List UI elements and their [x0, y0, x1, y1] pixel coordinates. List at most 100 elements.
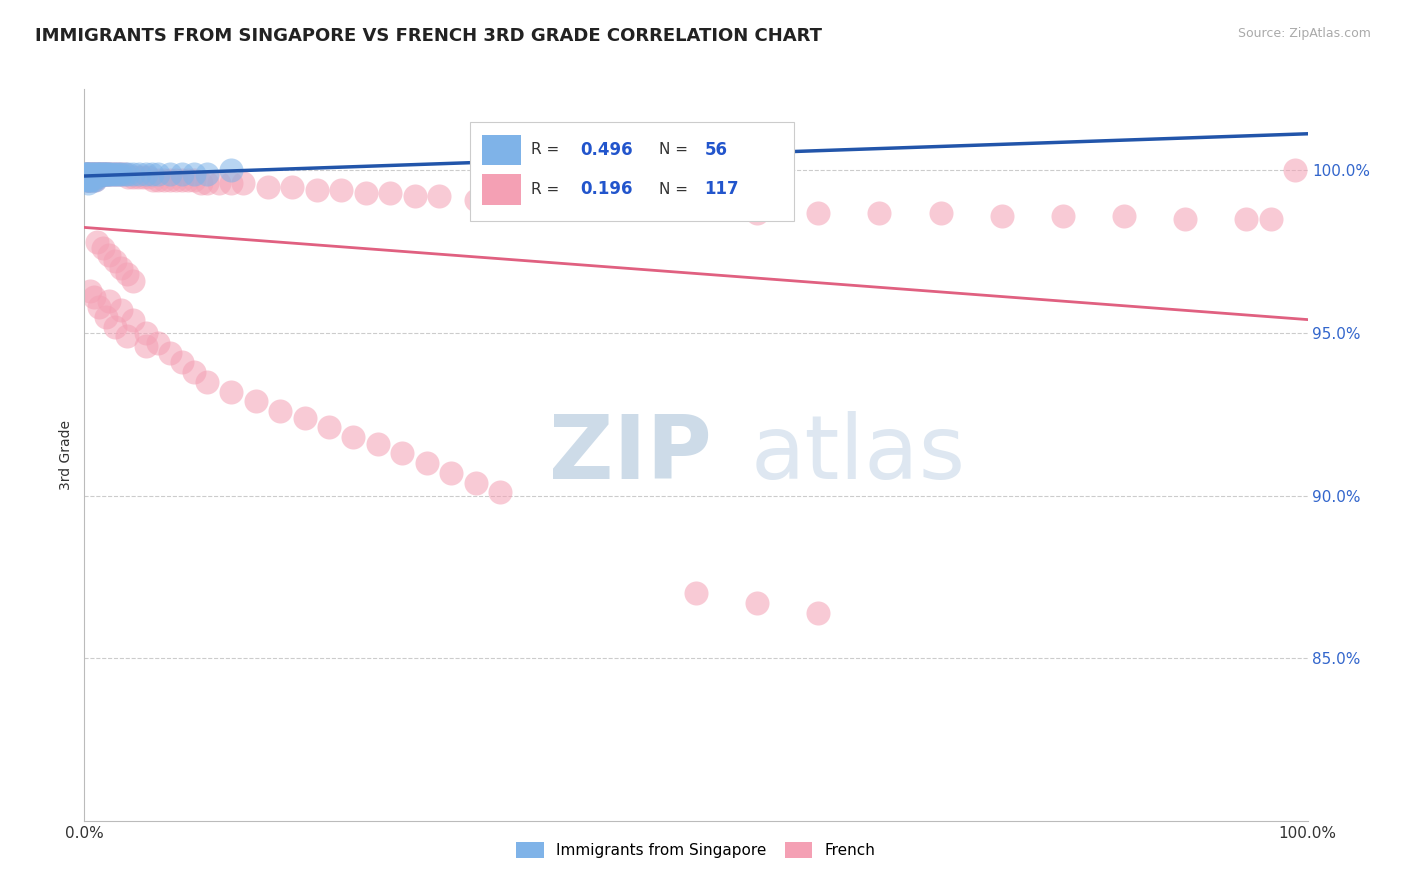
Point: [77, 173, 100, 187]
Point: [416, 456, 439, 470]
Point: [76, 167, 98, 181]
Point: [93, 167, 115, 181]
Point: [91, 242, 114, 256]
Point: [110, 167, 132, 181]
Point: [172, 173, 194, 187]
Point: [502, 196, 524, 211]
Point: [84, 167, 107, 181]
Point: [76, 173, 98, 187]
Point: [100, 167, 122, 181]
Point: [1236, 212, 1258, 227]
Text: 56: 56: [704, 141, 727, 159]
Point: [84, 173, 107, 187]
Point: [135, 339, 157, 353]
Point: [83, 167, 105, 181]
Point: [84, 167, 107, 181]
Point: [97, 293, 120, 308]
Point: [929, 205, 952, 219]
Point: [624, 199, 647, 213]
Point: [114, 167, 136, 181]
Point: [190, 177, 212, 191]
Point: [104, 319, 127, 334]
Point: [90, 167, 112, 181]
Point: [87, 167, 110, 181]
Point: [159, 167, 181, 181]
Point: [107, 167, 129, 181]
Point: [115, 268, 138, 282]
Point: [73, 169, 96, 184]
Point: [404, 189, 426, 203]
Point: [142, 173, 165, 187]
Point: [367, 436, 389, 450]
Point: [79, 169, 101, 184]
Point: [77, 167, 100, 181]
Point: [122, 169, 145, 184]
Point: [80, 169, 103, 184]
Point: [183, 365, 205, 379]
Point: [128, 167, 150, 181]
Point: [391, 446, 413, 460]
Point: [77, 169, 100, 184]
Point: [136, 169, 159, 184]
Text: 0.196: 0.196: [579, 180, 633, 198]
Point: [172, 167, 194, 181]
Point: [807, 205, 830, 219]
Point: [73, 167, 96, 181]
Point: [76, 169, 98, 184]
Point: [80, 167, 103, 181]
Point: [86, 235, 108, 249]
Point: [183, 167, 205, 181]
Point: [1284, 163, 1306, 178]
Point: [97, 248, 120, 262]
Point: [177, 173, 200, 187]
Point: [318, 420, 340, 434]
Point: [77, 169, 100, 184]
Point: [87, 167, 110, 181]
Text: N =: N =: [659, 182, 693, 197]
Point: [159, 345, 181, 359]
Point: [77, 167, 100, 181]
Point: [83, 169, 105, 184]
Point: [75, 173, 97, 187]
Point: [110, 167, 132, 181]
Point: [153, 173, 176, 187]
Point: [75, 169, 97, 184]
Point: [82, 167, 104, 181]
Point: [110, 260, 132, 275]
Point: [89, 167, 111, 181]
Point: [97, 167, 120, 181]
Point: [165, 173, 187, 187]
Point: [135, 326, 157, 340]
Point: [93, 167, 115, 181]
Point: [100, 167, 122, 181]
Point: [79, 173, 101, 187]
Point: [91, 167, 114, 181]
Point: [747, 596, 769, 610]
Point: [77, 169, 100, 184]
Point: [117, 167, 139, 181]
Point: [1052, 209, 1074, 223]
Point: [747, 205, 769, 219]
Point: [219, 384, 242, 399]
Point: [82, 167, 104, 181]
Text: atlas: atlas: [751, 411, 966, 499]
Point: [208, 177, 231, 191]
Point: [146, 335, 169, 350]
Point: [440, 466, 463, 480]
Point: [245, 394, 267, 409]
Point: [75, 169, 97, 184]
Point: [96, 310, 118, 324]
Bar: [482, 135, 522, 165]
Point: [1260, 212, 1282, 227]
Point: [183, 173, 205, 187]
Point: [87, 167, 110, 181]
Point: [122, 274, 145, 288]
Point: [195, 167, 218, 181]
Y-axis label: 3rd Grade: 3rd Grade: [59, 420, 73, 490]
Bar: [482, 174, 522, 205]
Point: [86, 167, 108, 181]
Point: [269, 404, 291, 418]
Point: [75, 167, 97, 181]
Text: R =: R =: [531, 182, 569, 197]
Point: [97, 167, 120, 181]
